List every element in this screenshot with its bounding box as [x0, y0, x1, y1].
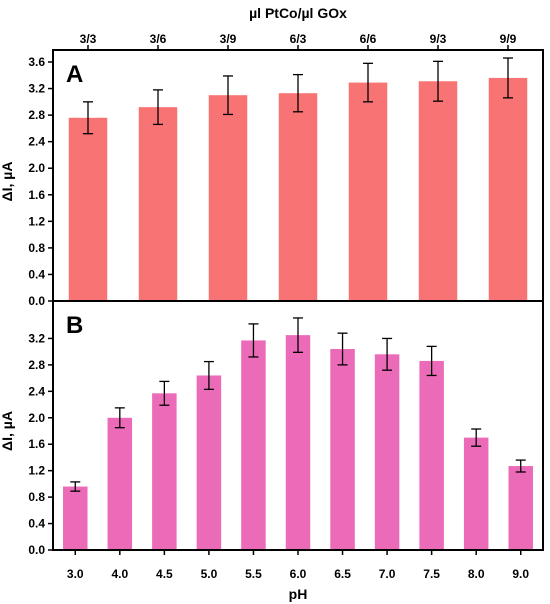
- bar-8.0: [463, 437, 489, 550]
- x-tick-label-3/6: 3/6: [150, 32, 167, 46]
- x-tick-label-6/6: 6/6: [360, 32, 377, 46]
- y-tick-label-2.0: 2.0: [28, 161, 45, 175]
- bar-7.5: [419, 360, 444, 550]
- y-tick-label-1.6: 1.6: [28, 188, 45, 202]
- bar-4.0: [107, 417, 133, 550]
- y-tick-label-0.8: 0.8: [28, 241, 45, 255]
- x-tick-label-6.0: 6.0: [290, 567, 307, 581]
- x-tick-label-5.5: 5.5: [245, 567, 262, 581]
- panel-b: 3.0 4.0 4.5 5.0 5.5 6.0 6.5 7.0 7.5 8.0 9.0 0.0 0.4 0…: [0, 300, 544, 602]
- bar-6/6: [348, 82, 388, 301]
- y-axis-title: ΔI, µA: [0, 411, 15, 451]
- x-tick-label-5.0: 5.0: [201, 567, 218, 581]
- x-tick-label-9/9: 9/9: [500, 32, 517, 46]
- bar-3/6: [138, 107, 178, 302]
- x-tick-label-3/9: 3/9: [220, 32, 237, 46]
- bar-9/3: [418, 81, 458, 301]
- x-tick-label-3/3: 3/3: [80, 32, 97, 46]
- y-tick-label-0.8: 0.8: [28, 490, 45, 504]
- y-tick-label-1.6: 1.6: [28, 437, 45, 451]
- y-tick-label-0.4: 0.4: [28, 267, 45, 281]
- bar-9.0: [508, 466, 533, 550]
- bar-3.0: [63, 486, 88, 550]
- x-tick-label-9.0: 9.0: [512, 567, 529, 581]
- bar-6.5: [330, 349, 355, 550]
- bar-3/9: [208, 95, 248, 301]
- x-tick-label-3.0: 3.0: [67, 567, 84, 581]
- bar-5.0: [196, 375, 222, 550]
- y-tick-label-2.4: 2.4: [28, 135, 45, 149]
- y-tick-label-0.0: 0.0: [28, 543, 45, 557]
- x-tick-label-9/3: 9/3: [430, 32, 447, 46]
- panel-label: B: [66, 312, 83, 339]
- x-tick-label-4.5: 4.5: [156, 567, 173, 581]
- bar-6/3: [278, 93, 318, 301]
- x-tick-label-7.0: 7.0: [379, 567, 396, 581]
- panel-a: 3/3 3/6 3/9 6/3 6/6 9/3 9/9 0.0 0.4 0.8 1.2 1.6 2.0 2…: [0, 5, 544, 308]
- y-tick-label-2.0: 2.0: [28, 411, 45, 425]
- bar-3/3: [68, 117, 108, 302]
- y-tick-label-1.2: 1.2: [28, 214, 45, 228]
- y-tick-label-1.2: 1.2: [28, 464, 45, 478]
- y-tick-label-2.8: 2.8: [28, 358, 45, 372]
- y-tick-label-3.6: 3.6: [28, 55, 45, 69]
- bar-5.5: [241, 340, 266, 550]
- y-tick-label-0.4: 0.4: [28, 517, 45, 531]
- plot-frame: [52, 300, 544, 551]
- x-tick-label-4.0: 4.0: [111, 567, 128, 581]
- y-tick-label-3.2: 3.2: [28, 331, 45, 345]
- x-axis-title: pH: [289, 586, 308, 602]
- bar-7.0: [374, 354, 400, 550]
- y-tick-label-2.4: 2.4: [28, 384, 45, 398]
- x-axis-title: µl PtCo/µl GOx: [249, 5, 347, 21]
- x-tick-label-6/3: 6/3: [290, 32, 307, 46]
- bar-4.5: [152, 393, 177, 550]
- y-tick-label-3.2: 3.2: [28, 82, 45, 96]
- bar-6.0: [285, 335, 311, 550]
- y-tick-label-0.0: 0.0: [28, 294, 45, 308]
- panel-label: A: [66, 61, 83, 88]
- y-axis-title: ΔI, µA: [0, 162, 15, 202]
- x-tick-label-7.5: 7.5: [423, 567, 440, 581]
- x-tick-label-8.0: 8.0: [468, 567, 485, 581]
- x-tick-label-6.5: 6.5: [334, 567, 351, 581]
- bar-9/9: [488, 77, 528, 301]
- y-tick-label-2.8: 2.8: [28, 108, 45, 122]
